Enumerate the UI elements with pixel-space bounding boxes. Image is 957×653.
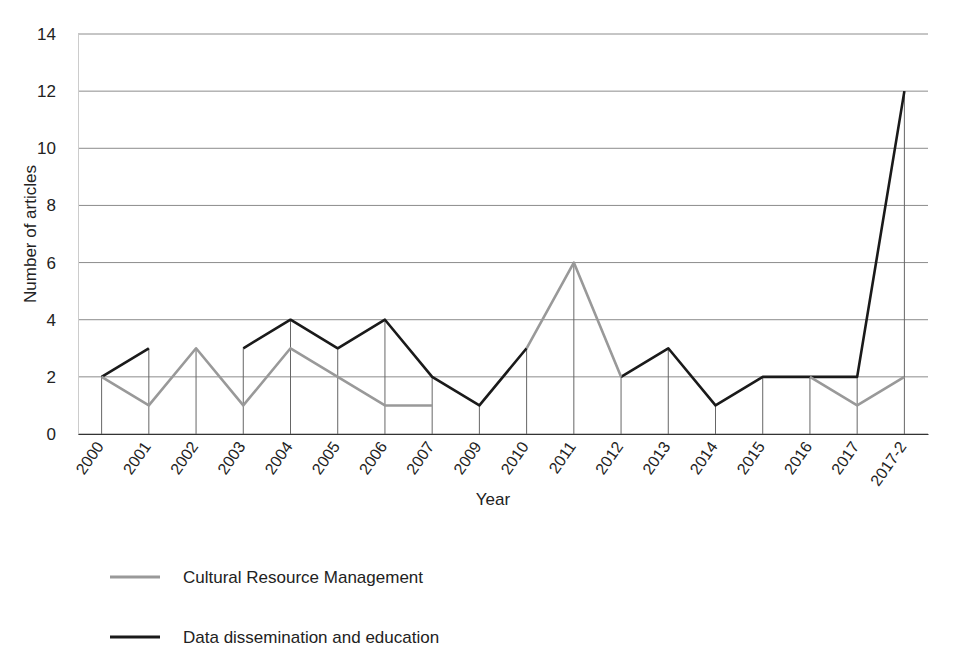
x-tick-label: 2015 bbox=[734, 438, 768, 477]
legend-label: Cultural Resource Management bbox=[183, 568, 423, 587]
x-tick: 2003 bbox=[214, 434, 248, 477]
x-tick: 2007 bbox=[403, 434, 437, 477]
x-tick: 2009 bbox=[450, 434, 484, 477]
x-tick: 2001 bbox=[120, 434, 154, 477]
x-tick-label: 2011 bbox=[545, 438, 579, 476]
y-tick: 4 bbox=[47, 311, 78, 330]
series-line bbox=[102, 91, 905, 405]
x-tick: 2002 bbox=[167, 434, 201, 477]
x-tick: 2004 bbox=[261, 434, 295, 477]
x-tick: 2013 bbox=[639, 434, 673, 477]
legend: Cultural Resource Management Data dissemi… bbox=[110, 568, 439, 647]
grid-line bbox=[78, 205, 928, 206]
drop-line bbox=[337, 348, 338, 434]
x-tick: 2000 bbox=[73, 434, 107, 477]
drop-line bbox=[196, 348, 197, 434]
y-tick-label: 8 bbox=[47, 196, 56, 215]
x-tick: 2014 bbox=[686, 434, 720, 477]
legend-swatch bbox=[110, 576, 160, 579]
x-axis-line bbox=[79, 434, 929, 435]
x-tick-label: 2004 bbox=[261, 438, 295, 477]
x-tick: 2016 bbox=[781, 434, 815, 477]
x-tick-label: 2016 bbox=[781, 438, 815, 477]
x-tick-label: 2001 bbox=[120, 438, 154, 477]
x-tick-label: 2006 bbox=[356, 438, 390, 477]
y-axis-title: Number of articles bbox=[21, 165, 40, 303]
drop-line bbox=[384, 320, 385, 434]
drop-line bbox=[762, 377, 763, 434]
x-tick-label: 2017 bbox=[828, 438, 862, 477]
drop-line bbox=[621, 377, 622, 434]
drop-line bbox=[148, 348, 149, 434]
y-tick: 12 bbox=[37, 82, 78, 101]
chart: 0246810121420002001200220032004200520062… bbox=[0, 0, 957, 653]
grid bbox=[78, 34, 928, 434]
legend-swatch bbox=[110, 636, 160, 639]
y-tick: 14 bbox=[37, 25, 78, 44]
y-tick: 8 bbox=[47, 196, 78, 215]
x-tick-label: 2009 bbox=[450, 438, 484, 477]
x-tick-label: 2003 bbox=[214, 438, 248, 477]
plot-area bbox=[102, 91, 905, 434]
y-tick: 2 bbox=[47, 368, 78, 387]
x-tick: 2017 bbox=[828, 434, 862, 477]
x-tick-label: 2002 bbox=[167, 438, 201, 477]
grid-line bbox=[78, 262, 928, 263]
x-tick: 2012 bbox=[592, 434, 626, 477]
grid-line bbox=[78, 34, 928, 35]
drop-line bbox=[243, 348, 244, 434]
y-tick-label: 10 bbox=[37, 139, 56, 158]
y-tick-label: 6 bbox=[47, 254, 56, 273]
drop-line bbox=[479, 405, 480, 434]
x-tick-label: 2007 bbox=[403, 438, 437, 477]
x-tick-label: 2005 bbox=[309, 438, 343, 477]
drop-line bbox=[715, 405, 716, 434]
drop-line bbox=[101, 377, 102, 434]
drop-line bbox=[526, 348, 527, 434]
y-tick-label: 14 bbox=[37, 25, 56, 44]
grid-line bbox=[78, 434, 928, 435]
grid-line bbox=[78, 319, 928, 320]
legend-label: Data dissemination and education bbox=[183, 628, 439, 647]
y-tick-label: 4 bbox=[47, 311, 56, 330]
x-tick: 2005 bbox=[309, 434, 343, 477]
x-tick: 2011 bbox=[545, 434, 579, 476]
y-tick-label: 2 bbox=[47, 368, 56, 387]
y-axis-line bbox=[78, 35, 79, 435]
y-tick: 10 bbox=[37, 139, 78, 158]
x-tick-label: 2013 bbox=[639, 438, 673, 477]
grid-line bbox=[78, 148, 928, 149]
y-axis: 0 2 4 6 8 10 12 14 bbox=[37, 25, 78, 444]
x-tick-label: 2012 bbox=[592, 438, 626, 477]
series-line bbox=[102, 263, 905, 406]
x-tick: 2010 bbox=[498, 434, 532, 477]
y-tick: 6 bbox=[47, 254, 78, 273]
drop-line bbox=[809, 377, 810, 434]
drop-line bbox=[668, 348, 669, 434]
x-tick-label: 2000 bbox=[73, 438, 107, 477]
y-tick: 0 bbox=[47, 425, 78, 444]
x-tick-label: 2010 bbox=[498, 438, 532, 477]
drop-line bbox=[290, 320, 291, 434]
x-tick-label: 2014 bbox=[686, 438, 720, 477]
x-tick: 2015 bbox=[734, 434, 768, 477]
drop-line bbox=[573, 263, 574, 434]
drop-line bbox=[904, 91, 905, 434]
x-tick: 2017-2 bbox=[867, 434, 910, 489]
grid-line bbox=[78, 91, 928, 92]
x-axis: 2000 2001 2002 2003 2004 2005 2006 2007 2009 2010… bbox=[73, 434, 929, 489]
x-tick-label: 2017-2 bbox=[867, 438, 910, 489]
x-tick: 2006 bbox=[356, 434, 390, 477]
y-tick-label: 0 bbox=[47, 425, 56, 444]
y-tick-label: 12 bbox=[37, 82, 56, 101]
x-axis-title: Year bbox=[476, 490, 511, 509]
